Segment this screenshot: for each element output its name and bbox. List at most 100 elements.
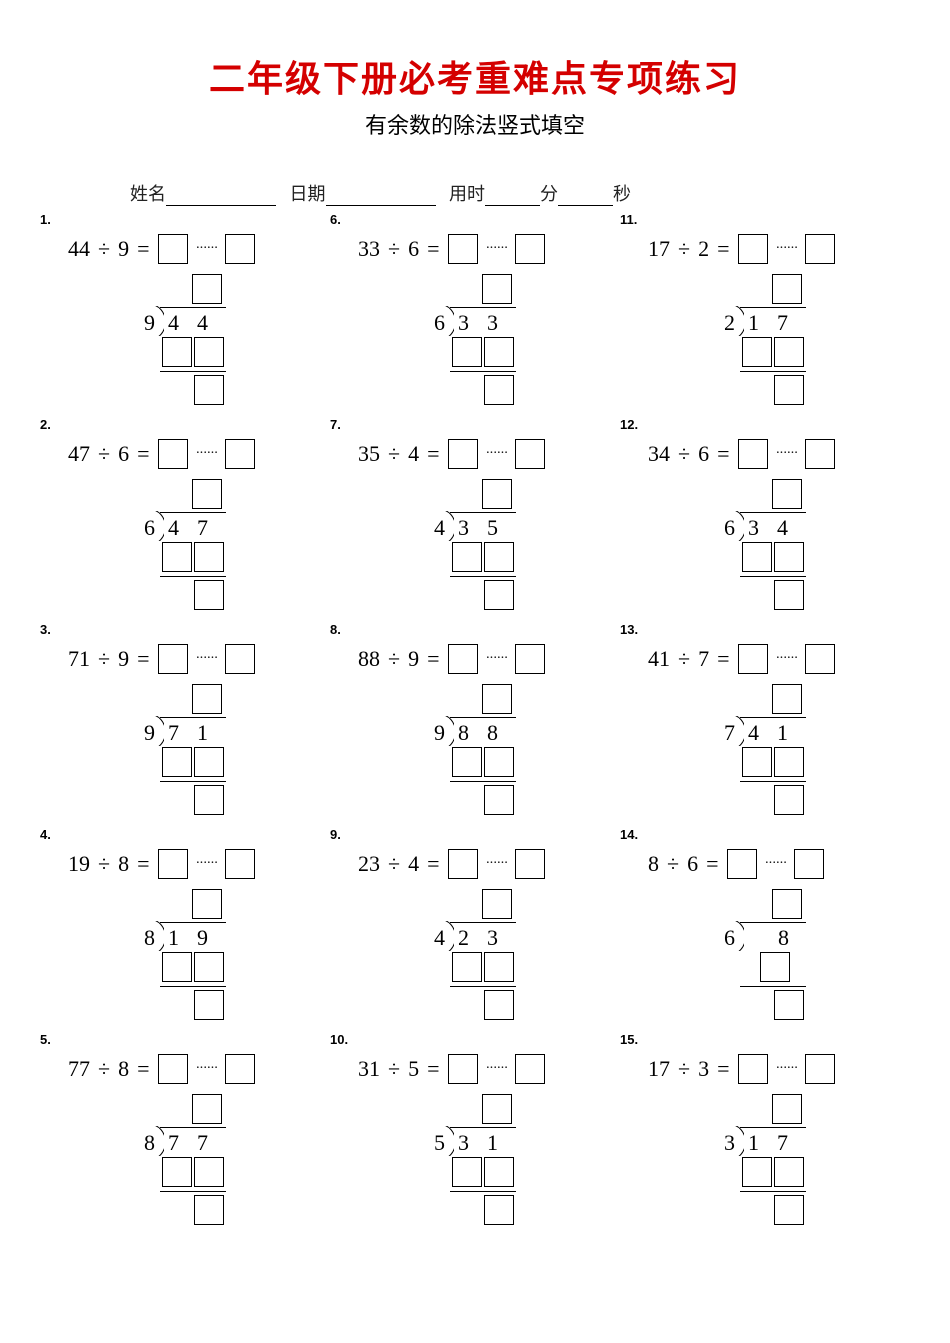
equals-sign: = bbox=[427, 851, 439, 877]
ld-quotient-box[interactable] bbox=[192, 1094, 222, 1124]
answer-box[interactable] bbox=[162, 952, 192, 982]
ld-quotient-box[interactable] bbox=[192, 684, 222, 714]
ld-quotient-box[interactable] bbox=[192, 274, 222, 304]
answer-box[interactable] bbox=[742, 337, 772, 367]
ld-quotient-box[interactable] bbox=[482, 889, 512, 919]
answer-box[interactable] bbox=[774, 337, 804, 367]
answer-box[interactable] bbox=[452, 952, 482, 982]
ld-remainder-box[interactable] bbox=[194, 785, 224, 815]
quotient-box[interactable] bbox=[448, 234, 478, 264]
remainder-box[interactable] bbox=[805, 439, 835, 469]
ld-quotient-box[interactable] bbox=[772, 274, 802, 304]
remainder-box[interactable] bbox=[225, 849, 255, 879]
answer-box[interactable] bbox=[452, 337, 482, 367]
date-blank[interactable] bbox=[326, 188, 436, 206]
answer-box[interactable] bbox=[774, 542, 804, 572]
answer-box[interactable] bbox=[162, 1157, 192, 1187]
answer-box[interactable] bbox=[742, 542, 772, 572]
answer-box[interactable] bbox=[742, 747, 772, 777]
remainder-box[interactable] bbox=[805, 644, 835, 674]
answer-box[interactable] bbox=[774, 747, 804, 777]
quotient-box[interactable] bbox=[158, 234, 188, 264]
answer-box[interactable] bbox=[452, 542, 482, 572]
ld-quotient-box[interactable] bbox=[772, 684, 802, 714]
remainder-box[interactable] bbox=[225, 644, 255, 674]
ld-remainder-box[interactable] bbox=[484, 785, 514, 815]
remainder-box[interactable] bbox=[225, 1054, 255, 1084]
answer-box[interactable] bbox=[162, 542, 192, 572]
quotient-box[interactable] bbox=[158, 644, 188, 674]
quotient-box[interactable] bbox=[727, 849, 757, 879]
remainder-box[interactable] bbox=[805, 234, 835, 264]
quotient-box[interactable] bbox=[738, 1054, 768, 1084]
answer-box[interactable] bbox=[484, 1157, 514, 1187]
answer-box[interactable] bbox=[194, 1157, 224, 1187]
remainder-box[interactable] bbox=[515, 234, 545, 264]
subtract-row bbox=[162, 747, 224, 777]
quotient-box[interactable] bbox=[158, 849, 188, 879]
answer-box[interactable] bbox=[452, 747, 482, 777]
remainder-box[interactable] bbox=[515, 1054, 545, 1084]
ld-quotient-box[interactable] bbox=[772, 479, 802, 509]
ld-quotient-box[interactable] bbox=[192, 479, 222, 509]
ld-remainder-box[interactable] bbox=[194, 375, 224, 405]
ld-remainder-box[interactable] bbox=[484, 1195, 514, 1225]
remainder-box[interactable] bbox=[515, 439, 545, 469]
minute-blank[interactable] bbox=[485, 188, 540, 206]
remainder-box[interactable] bbox=[225, 234, 255, 264]
divisor: 9 bbox=[118, 646, 129, 672]
answer-box[interactable] bbox=[194, 337, 224, 367]
remainder-box[interactable] bbox=[225, 439, 255, 469]
remainder-box[interactable] bbox=[515, 849, 545, 879]
answer-box[interactable] bbox=[162, 337, 192, 367]
ld-remainder-box[interactable] bbox=[194, 990, 224, 1020]
ld-quotient-box[interactable] bbox=[772, 1094, 802, 1124]
ld-quotient-box[interactable] bbox=[482, 274, 512, 304]
divide-sign: ÷ bbox=[667, 851, 679, 877]
quotient-box[interactable] bbox=[448, 644, 478, 674]
answer-box[interactable] bbox=[742, 1157, 772, 1187]
answer-box[interactable] bbox=[760, 952, 790, 982]
ld-remainder-box[interactable] bbox=[484, 375, 514, 405]
ld-quotient-box[interactable] bbox=[772, 889, 802, 919]
quotient-box[interactable] bbox=[158, 439, 188, 469]
answer-box[interactable] bbox=[162, 747, 192, 777]
ld-quotient-box[interactable] bbox=[482, 1094, 512, 1124]
ld-remainder-box[interactable] bbox=[774, 785, 804, 815]
quotient-box[interactable] bbox=[738, 644, 768, 674]
ld-remainder-box[interactable] bbox=[194, 1195, 224, 1225]
quotient-box[interactable] bbox=[158, 1054, 188, 1084]
remainder-dots: ······ bbox=[196, 446, 218, 462]
answer-box[interactable] bbox=[452, 1157, 482, 1187]
answer-box[interactable] bbox=[484, 542, 514, 572]
answer-box[interactable] bbox=[484, 337, 514, 367]
quotient-box[interactable] bbox=[448, 1054, 478, 1084]
second-blank[interactable] bbox=[558, 188, 613, 206]
quotient-box[interactable] bbox=[448, 439, 478, 469]
ld-quotient-box[interactable] bbox=[482, 479, 512, 509]
answer-box[interactable] bbox=[194, 542, 224, 572]
answer-box[interactable] bbox=[484, 952, 514, 982]
ld-remainder-box[interactable] bbox=[484, 990, 514, 1020]
ld-quotient-box[interactable] bbox=[482, 684, 512, 714]
ld-remainder-box[interactable] bbox=[774, 375, 804, 405]
remainder-box[interactable] bbox=[515, 644, 545, 674]
dividend-text: 31 bbox=[458, 1130, 516, 1156]
name-blank[interactable] bbox=[166, 188, 276, 206]
ld-remainder-box[interactable] bbox=[774, 990, 804, 1020]
ld-remainder-box[interactable] bbox=[774, 1195, 804, 1225]
answer-box[interactable] bbox=[484, 747, 514, 777]
remainder-box[interactable] bbox=[794, 849, 824, 879]
ld-remainder-box[interactable] bbox=[484, 580, 514, 610]
ld-remainder-box[interactable] bbox=[774, 580, 804, 610]
answer-box[interactable] bbox=[194, 952, 224, 982]
answer-box[interactable] bbox=[194, 747, 224, 777]
quotient-box[interactable] bbox=[738, 439, 768, 469]
answer-box[interactable] bbox=[774, 1157, 804, 1187]
remainder-box[interactable] bbox=[805, 1054, 835, 1084]
ld-remainder-box[interactable] bbox=[194, 580, 224, 610]
quotient-box[interactable] bbox=[448, 849, 478, 879]
divide-sign: ÷ bbox=[678, 1056, 690, 1082]
ld-quotient-box[interactable] bbox=[192, 889, 222, 919]
quotient-box[interactable] bbox=[738, 234, 768, 264]
